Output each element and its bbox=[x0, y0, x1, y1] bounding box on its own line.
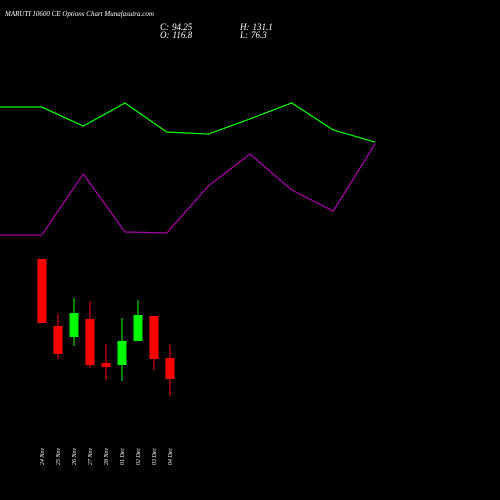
x-tick-label: 26 Nov bbox=[72, 448, 78, 466]
indicator-line bbox=[0, 143, 376, 236]
summary-label: L: bbox=[239, 30, 248, 40]
x-tick-label: 28 Nov bbox=[104, 448, 110, 466]
summary-value: 94.25 bbox=[172, 22, 193, 32]
summary-label: O: bbox=[160, 30, 170, 40]
x-tick-label: 01 Dec bbox=[120, 448, 126, 465]
chart-title: MARUTI 10600 CE Options Chart Munafasutr… bbox=[4, 10, 154, 18]
candle-body bbox=[117, 340, 127, 365]
indicator-line bbox=[0, 102, 376, 143]
x-tick-label: 03 Dec bbox=[152, 448, 158, 465]
x-tick-label: 02 Dec bbox=[136, 448, 142, 465]
x-tick-label: 27 Nov bbox=[88, 448, 94, 466]
x-tick-label: 25 Nov bbox=[56, 448, 62, 466]
x-tick-label: 04 Dec bbox=[167, 448, 174, 465]
summary-item: O: 116.8 bbox=[160, 30, 193, 40]
candle-body bbox=[101, 363, 111, 368]
summary-item: C: 94.25 bbox=[160, 22, 193, 32]
candle-body bbox=[37, 259, 47, 324]
summary-label: H: bbox=[239, 22, 250, 32]
candle-body bbox=[69, 313, 79, 337]
summary-value: 76.3 bbox=[251, 30, 267, 40]
summary-item: H: 131.1 bbox=[239, 22, 273, 32]
summary-value: 131.1 bbox=[253, 22, 273, 32]
summary-item: L: 76.3 bbox=[239, 30, 267, 40]
candle-body bbox=[133, 314, 143, 341]
x-tick-label: 24 Nov bbox=[39, 448, 46, 466]
candle-body bbox=[149, 316, 159, 360]
candle-body bbox=[165, 358, 175, 380]
summary-label: C: bbox=[160, 22, 169, 32]
summary-value: 116.8 bbox=[173, 30, 193, 40]
candle-body bbox=[85, 318, 95, 365]
candle-body bbox=[53, 325, 63, 355]
